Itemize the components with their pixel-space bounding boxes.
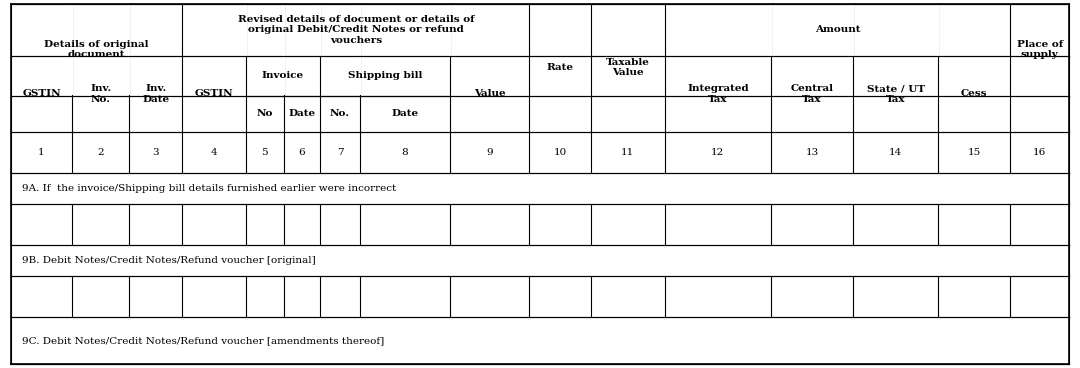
Text: State / UT
Tax: State / UT Tax <box>866 84 924 103</box>
Text: 14: 14 <box>889 148 902 157</box>
Text: 16: 16 <box>1032 148 1047 157</box>
Bar <box>359 4 361 56</box>
Text: 13: 13 <box>806 148 819 157</box>
Text: 6: 6 <box>298 148 306 157</box>
Text: Rate: Rate <box>546 63 573 72</box>
Text: Central
Tax: Central Tax <box>791 84 834 103</box>
Text: 9: 9 <box>486 148 494 157</box>
Text: Value: Value <box>474 89 505 98</box>
Bar <box>71 4 73 95</box>
Bar <box>283 56 285 95</box>
Text: GSTIN: GSTIN <box>23 89 60 98</box>
Bar <box>449 4 451 56</box>
Bar <box>936 4 939 56</box>
Text: Integrated
Tax: Integrated Tax <box>687 84 748 103</box>
Text: Place of
supply: Place of supply <box>1016 40 1063 59</box>
Text: 9C. Debit Notes/Credit Notes/Refund voucher [amendments thereof]: 9C. Debit Notes/Credit Notes/Refund vouc… <box>22 336 383 346</box>
Text: Invoice: Invoice <box>261 71 303 80</box>
Text: 3: 3 <box>152 148 159 157</box>
Text: Amount: Amount <box>814 25 860 34</box>
Text: Date: Date <box>391 109 419 118</box>
Text: 12: 12 <box>712 148 725 157</box>
Text: Shipping bill: Shipping bill <box>348 71 422 80</box>
Bar <box>770 4 772 56</box>
Text: No.: No. <box>330 109 350 118</box>
Bar <box>283 4 285 56</box>
Text: No: No <box>257 109 273 118</box>
Text: Inv.
Date: Inv. Date <box>143 84 170 103</box>
Bar <box>245 4 247 56</box>
Text: 5: 5 <box>261 148 268 157</box>
Text: GSTIN: GSTIN <box>194 89 233 98</box>
Bar <box>319 4 321 56</box>
Text: Taxable
Value: Taxable Value <box>606 58 650 77</box>
Text: Details of original
document: Details of original document <box>44 40 149 59</box>
Text: 1: 1 <box>38 148 44 157</box>
Text: 2: 2 <box>97 148 104 157</box>
Text: 4: 4 <box>211 148 217 157</box>
Text: Date: Date <box>288 109 315 118</box>
Text: 9A. If  the invoice/Shipping bill details furnished earlier were incorrect: 9A. If the invoice/Shipping bill details… <box>22 184 396 193</box>
Text: 9B. Debit Notes/Credit Notes/Refund voucher [original]: 9B. Debit Notes/Credit Notes/Refund vouc… <box>22 256 315 265</box>
Text: 10: 10 <box>553 148 567 157</box>
Text: Inv.
No.: Inv. No. <box>90 84 111 103</box>
Bar <box>852 4 854 56</box>
Text: 15: 15 <box>968 148 981 157</box>
Bar <box>129 4 131 95</box>
Text: Revised details of document or details of
original Debit/Credit Notes or refund
: Revised details of document or details o… <box>238 15 474 45</box>
Text: 8: 8 <box>402 148 408 157</box>
Bar <box>359 56 361 95</box>
Text: 11: 11 <box>621 148 634 157</box>
Text: 7: 7 <box>337 148 343 157</box>
Text: Cess: Cess <box>961 89 987 98</box>
